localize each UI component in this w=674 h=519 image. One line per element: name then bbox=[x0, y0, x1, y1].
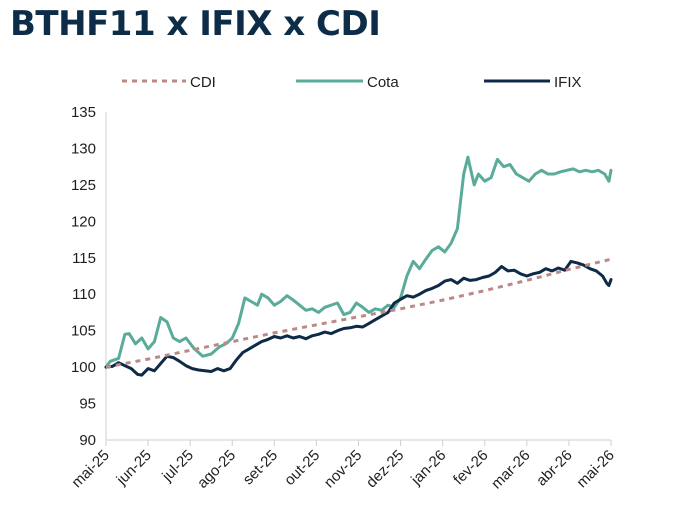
x-tick-label: ago-25 bbox=[194, 447, 239, 492]
x-tick-label: mar-26 bbox=[488, 447, 534, 493]
x-tick-label: jul-25 bbox=[158, 447, 197, 486]
chart-legend: CDI Cota IFIX bbox=[122, 74, 582, 91]
y-tick-label: 115 bbox=[72, 250, 96, 267]
legend-label-ifix: IFIX bbox=[554, 74, 582, 91]
series-line-cdi bbox=[105, 257, 612, 369]
x-tick-label: fev-26 bbox=[450, 447, 492, 489]
x-tick-label: mai-25 bbox=[68, 447, 112, 491]
x-tick-label: out-25 bbox=[281, 447, 323, 489]
y-tick-label: 120 bbox=[71, 213, 96, 230]
chart-axes: 90 95 100 105 110 115 120 125 130 135 mai-25 jun-25… bbox=[68, 104, 617, 492]
y-tick-label: 105 bbox=[71, 323, 96, 340]
y-tick-label: 95 bbox=[79, 396, 96, 413]
x-tick-label: mai-26 bbox=[573, 447, 617, 491]
series-line-ifix bbox=[104, 259, 613, 377]
series-line-cota bbox=[104, 155, 613, 369]
x-tick-label: nov-25 bbox=[321, 447, 365, 491]
x-tick-label: set-25 bbox=[240, 447, 282, 489]
y-tick-label: 125 bbox=[71, 177, 96, 194]
y-tick-label: 110 bbox=[72, 286, 96, 303]
x-tick-label: dez-25 bbox=[363, 447, 407, 491]
chart-title: BTHF11 x IFIX x CDI bbox=[10, 4, 381, 44]
chart-series bbox=[104, 155, 613, 377]
x-tick-label: abr-26 bbox=[533, 447, 576, 490]
y-tick-label: 100 bbox=[71, 359, 96, 376]
y-tick-label: 130 bbox=[71, 140, 96, 157]
legend-label-cdi: CDI bbox=[190, 74, 216, 91]
y-tick-label: 90 bbox=[79, 432, 96, 449]
x-tick-label: jun-25 bbox=[113, 447, 155, 489]
y-tick-label: 135 bbox=[71, 104, 96, 121]
x-tick-label: jan-26 bbox=[407, 447, 449, 489]
legend-label-cota: Cota bbox=[367, 74, 399, 91]
